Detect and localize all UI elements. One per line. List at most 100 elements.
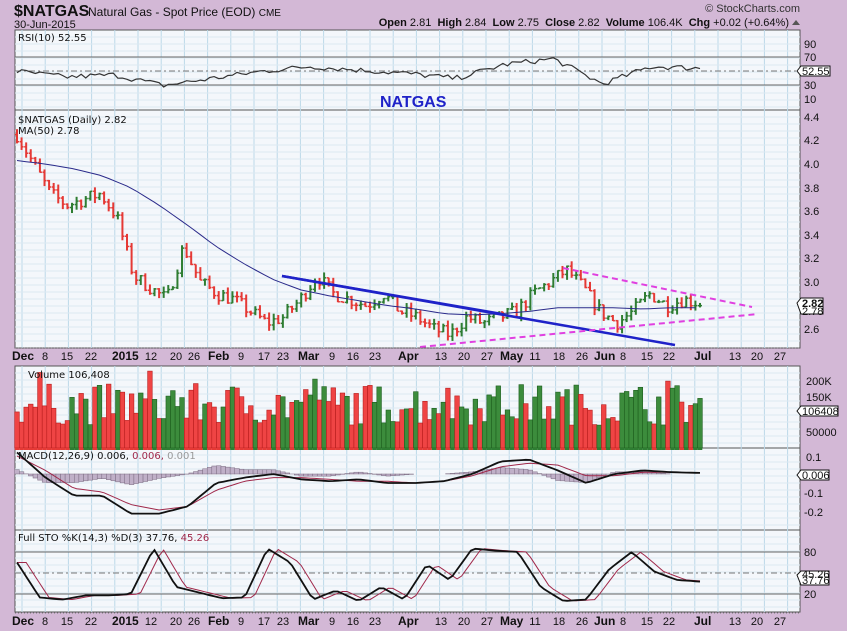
svg-text:26: 26: [576, 616, 588, 628]
svg-text:23: 23: [277, 351, 289, 363]
svg-text:70: 70: [804, 52, 816, 64]
svg-text:3.6: 3.6: [804, 206, 819, 218]
svg-text:16: 16: [347, 616, 359, 628]
svg-text:26: 26: [188, 616, 200, 628]
svg-text:50000: 50000: [806, 427, 837, 439]
sto-value-tag: 45.26 37.76: [796, 569, 830, 587]
sto-label: Full STO %K(14,3) %D(3) 37.76, 45.26: [18, 533, 209, 544]
svg-text:4.2: 4.2: [804, 135, 819, 147]
quote-summary: Open 2.81 High 2.84 Low 2.75 Close 2.82 …: [379, 17, 800, 29]
svg-text:2015: 2015: [112, 614, 139, 628]
svg-text:22: 22: [85, 616, 97, 628]
triangle-upper-line: [562, 267, 753, 308]
symbol-description: Natural Gas - Spot Price (EOD) CME: [88, 5, 281, 19]
svg-text:9: 9: [238, 351, 244, 363]
chart-annotation-title: NATGAS: [380, 94, 447, 111]
svg-text:Jul: Jul: [694, 349, 711, 363]
price-label: $NATGAS (Daily) 2.82: [18, 115, 127, 126]
svg-text:200K: 200K: [806, 376, 832, 388]
svg-text:15: 15: [641, 351, 653, 363]
macd-panel: MACD(12,26,9) 0.006, 0.006, 0.001: [14, 451, 701, 515]
sto-panel: Full STO %K(14,3) %D(3) 37.76, 45.26: [15, 533, 800, 602]
volume-label: Volume 106,408: [28, 370, 110, 381]
svg-text:Mar: Mar: [298, 614, 320, 628]
svg-text:10: 10: [804, 94, 816, 106]
price-panel: $NATGAS (Daily) 2.82 MA(50) 2.78: [15, 115, 759, 348]
svg-text:22: 22: [663, 351, 675, 363]
svg-text:18: 18: [553, 351, 565, 363]
svg-text:23: 23: [369, 616, 381, 628]
svg-text:3.4: 3.4: [804, 230, 819, 242]
svg-text:Dec: Dec: [12, 614, 34, 628]
macd-label: MACD(12,26,9) 0.006, 0.006, 0.001: [18, 451, 196, 462]
svg-text:8: 8: [42, 616, 48, 628]
svg-text:8: 8: [42, 351, 48, 363]
svg-text:27: 27: [774, 351, 786, 363]
chart-date: 30-Jun-2015: [14, 19, 76, 31]
svg-text:20: 20: [751, 616, 763, 628]
svg-text:20: 20: [170, 616, 182, 628]
svg-text:3.8: 3.8: [804, 183, 819, 195]
svg-text:3.0: 3.0: [804, 277, 819, 289]
svg-text:27: 27: [481, 351, 493, 363]
svg-text:22: 22: [85, 351, 97, 363]
svg-text:2015: 2015: [112, 349, 139, 363]
svg-text:-0.1: -0.1: [804, 488, 823, 500]
svg-text:20: 20: [804, 589, 816, 601]
ma-label: MA(50) 2.78: [18, 126, 79, 137]
up-arrow-icon: [792, 20, 800, 25]
svg-text:52.55: 52.55: [802, 66, 830, 78]
trendline-lower: [281, 274, 676, 347]
svg-text:15: 15: [61, 616, 73, 628]
svg-text:37.76: 37.76: [802, 575, 830, 587]
right-axis: 90 70 30 10 52.55 4.4 4.2 4.0 3.8 3.6 3.…: [796, 39, 839, 601]
svg-text:12: 12: [145, 351, 157, 363]
svg-text:27: 27: [774, 616, 786, 628]
svg-text:May: May: [500, 614, 524, 628]
svg-text:Feb: Feb: [208, 349, 229, 363]
rsi-panel: RSI(10) 52.55 NATGAS: [15, 33, 800, 111]
date-axis-bottom: Dec 8 15 22 2015 12 20 26 Feb 9 17 23 Mar 9 16 23 Apr 13 2…: [12, 612, 800, 628]
svg-text:Dec: Dec: [12, 349, 34, 363]
svg-text:0.1: 0.1: [806, 452, 821, 464]
svg-text:23: 23: [277, 616, 289, 628]
svg-text:26: 26: [188, 351, 200, 363]
svg-text:Jun: Jun: [594, 349, 615, 363]
svg-text:15: 15: [641, 616, 653, 628]
rsi-label: RSI(10) 52.55: [18, 33, 87, 44]
svg-text:May: May: [500, 349, 524, 363]
svg-text:Jun: Jun: [594, 614, 615, 628]
svg-text:16: 16: [347, 351, 359, 363]
svg-text:Feb: Feb: [208, 614, 229, 628]
svg-text:17: 17: [258, 351, 270, 363]
svg-text:17: 17: [258, 616, 270, 628]
svg-text:Jul: Jul: [694, 614, 711, 628]
svg-text:20: 20: [170, 351, 182, 363]
svg-text:26: 26: [576, 351, 588, 363]
svg-text:20: 20: [458, 616, 470, 628]
svg-text:Apr: Apr: [398, 614, 419, 628]
volume-panel: Volume 106,408: [14, 370, 703, 450]
macd-value-tag: 0.006: [796, 469, 830, 482]
svg-text:9: 9: [329, 351, 335, 363]
chart-header: $NATGAS Natural Gas - Spot Price (EOD) C…: [0, 0, 847, 31]
svg-text:2.78: 2.78: [802, 306, 823, 318]
date-axis-top: Dec 8 15 22 2015 12 20 26 Feb 9 17 23 Mar 9 16 23 Apr 13 2…: [12, 347, 800, 363]
svg-text:11: 11: [529, 351, 540, 363]
svg-text:13: 13: [435, 616, 447, 628]
svg-text:9: 9: [329, 616, 335, 628]
svg-text:22: 22: [663, 616, 675, 628]
svg-text:13: 13: [729, 351, 741, 363]
svg-text:15: 15: [61, 351, 73, 363]
svg-text:2.6: 2.6: [804, 324, 819, 336]
svg-text:23: 23: [369, 351, 381, 363]
svg-text:150K: 150K: [806, 392, 832, 404]
svg-text:30: 30: [804, 80, 816, 92]
symbol: $NATGAS: [14, 3, 90, 20]
svg-text:3.2: 3.2: [804, 253, 819, 265]
svg-text:9: 9: [238, 616, 244, 628]
svg-text:8: 8: [620, 351, 626, 363]
svg-text:13: 13: [435, 351, 447, 363]
svg-text:8: 8: [620, 616, 626, 628]
volume-value-tag: 106408: [796, 405, 839, 418]
